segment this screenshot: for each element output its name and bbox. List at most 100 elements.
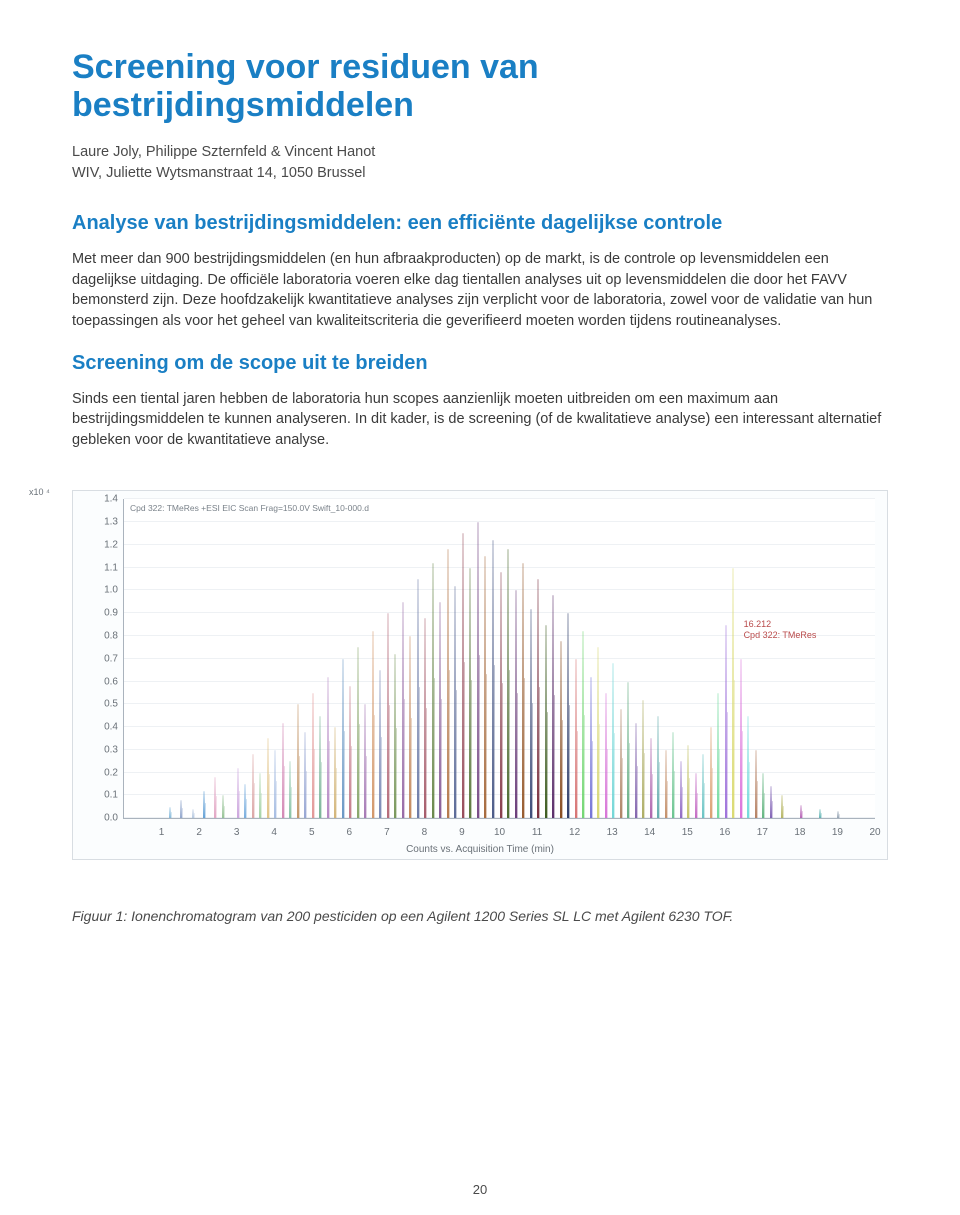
y-tick-label: 0.7 (80, 653, 118, 664)
x-tick-label: 19 (832, 827, 843, 838)
chromatogram-peak (205, 803, 206, 818)
chart-plot-area: Cpd 322: TMeRes +ESI EIC Scan Frag=150.0… (123, 499, 875, 819)
chromatogram-peak (261, 793, 262, 818)
chromatogram-peak (239, 791, 240, 819)
chromatogram-peak (599, 724, 600, 818)
y-gridline (124, 521, 875, 522)
chromatogram-peak (284, 766, 285, 819)
chromatogram-peak (517, 693, 518, 818)
y-tick-label: 0.0 (80, 813, 118, 824)
section-1-heading: Analyse van bestrijdingsmiddelen: een ef… (72, 212, 888, 235)
section-2-paragraph: Sinds een tiental jaren hebben de labora… (72, 389, 888, 451)
y-tick-label: 1.3 (80, 517, 118, 528)
chromatogram-peak (772, 801, 773, 819)
x-tick-label: 8 (422, 827, 428, 838)
chromatogram-peak (667, 781, 668, 819)
chromatogram-peak (336, 768, 337, 818)
x-tick-label: 16 (719, 827, 730, 838)
figure-caption: Figuur 1: Ionenchromatogram van 200 pest… (72, 908, 888, 924)
x-tick-label: 20 (869, 827, 880, 838)
chromatogram-peak (562, 720, 563, 818)
page-number: 20 (0, 1182, 960, 1197)
authors-affiliation: WIV, Juliette Wytsmanstraat 14, 1050 Bru… (72, 163, 888, 184)
chromatogram-peak (351, 746, 352, 819)
x-tick-label: 5 (309, 827, 315, 838)
chromatogram-peak (524, 678, 525, 818)
chromatogram-peak (464, 662, 465, 819)
x-tick-label: 18 (794, 827, 805, 838)
y-gridline (124, 567, 875, 568)
chromatogram-peak (224, 806, 225, 819)
section-2-heading: Screening om de scope uit te breiden (72, 352, 888, 375)
x-tick-label: 3 (234, 827, 240, 838)
chromatogram-peak (682, 787, 683, 818)
chromatogram-peak (584, 715, 585, 818)
y-tick-label: 1.0 (80, 585, 118, 596)
chromatogram-peak (321, 762, 322, 818)
chromatogram-peak (764, 793, 765, 818)
chromatogram-peak (704, 783, 705, 818)
x-tick-label: 4 (271, 827, 277, 838)
chromatogram-peak (547, 712, 548, 819)
chromatogram-peak (569, 705, 570, 818)
chromatogram-peak (652, 774, 653, 818)
x-tick-label: 9 (459, 827, 465, 838)
peak-annotation: 16.212Cpd 322: TMeRes (744, 619, 817, 641)
x-tick-label: 2 (196, 827, 202, 838)
chromatogram-peak (614, 733, 615, 818)
x-tick-label: 11 (532, 827, 542, 838)
chromatogram-peak (757, 781, 758, 819)
chromatogram-peak (554, 695, 555, 818)
y-axis-exponent: x10 ⁴ (29, 487, 50, 497)
chromatogram-peak (783, 806, 784, 819)
chromatogram-peak (216, 796, 217, 819)
chromatogram-peak (269, 774, 270, 818)
y-tick-label: 1.2 (80, 539, 118, 550)
chromatogram-peak (366, 756, 367, 819)
chromatogram-peak (749, 762, 750, 818)
y-tick-label: 0.4 (80, 722, 118, 733)
x-axis-label: Counts vs. Acquisition Time (min) (73, 844, 887, 855)
chromatogram-peak (449, 670, 450, 818)
y-tick-label: 0.2 (80, 767, 118, 778)
y-tick-label: 1.1 (80, 562, 118, 573)
y-tick-label: 0.1 (80, 790, 118, 801)
chromatogram-peak (637, 766, 638, 819)
chromatogram-peak (441, 699, 442, 818)
y-gridline (124, 498, 875, 499)
chromatogram-peak (629, 743, 630, 818)
chromatogram-peak (194, 813, 195, 818)
chromatogram-peak (659, 762, 660, 818)
chromatogram-peak (434, 678, 435, 818)
chromatogram-peak (577, 731, 578, 819)
chromatogram-peak (539, 687, 540, 819)
chromatogram-peak (246, 799, 247, 818)
y-tick-label: 0.9 (80, 608, 118, 619)
chromatogram-peak (592, 741, 593, 819)
chromatogram-peak (344, 731, 345, 819)
x-tick-label: 10 (494, 827, 505, 838)
x-tick-label: 14 (644, 827, 655, 838)
chromatogram-peak (509, 670, 510, 818)
x-tick-label: 17 (757, 827, 768, 838)
chromatogram-peak (607, 749, 608, 818)
y-tick-label: 0.5 (80, 699, 118, 710)
chromatogram-peak (494, 665, 495, 818)
chromatogram-chart: x10 ⁴ Cpd 322: TMeRes +ESI EIC Scan Frag… (72, 490, 888, 860)
chromatogram-peak (426, 708, 427, 818)
chromatogram-figure: x10 ⁴ Cpd 322: TMeRes +ESI EIC Scan Frag… (72, 490, 888, 860)
authors-names: Laure Joly, Philippe Szternfeld & Vincen… (72, 142, 888, 163)
chromatogram-peak (276, 781, 277, 819)
y-gridline (124, 544, 875, 545)
chromatogram-peak (456, 690, 457, 818)
x-tick-label: 7 (384, 827, 390, 838)
x-tick-label: 13 (607, 827, 618, 838)
chromatogram-peak (419, 687, 420, 819)
chromatogram-peak (171, 812, 172, 818)
chromatogram-peak (697, 793, 698, 818)
chromatogram-peak (291, 787, 292, 818)
chromatogram-peak (314, 749, 315, 818)
section-1-paragraph: Met meer dan 900 bestrijdingsmiddelen (e… (72, 249, 888, 331)
chromatogram-peak (389, 705, 390, 818)
chromatogram-peak (821, 813, 822, 818)
